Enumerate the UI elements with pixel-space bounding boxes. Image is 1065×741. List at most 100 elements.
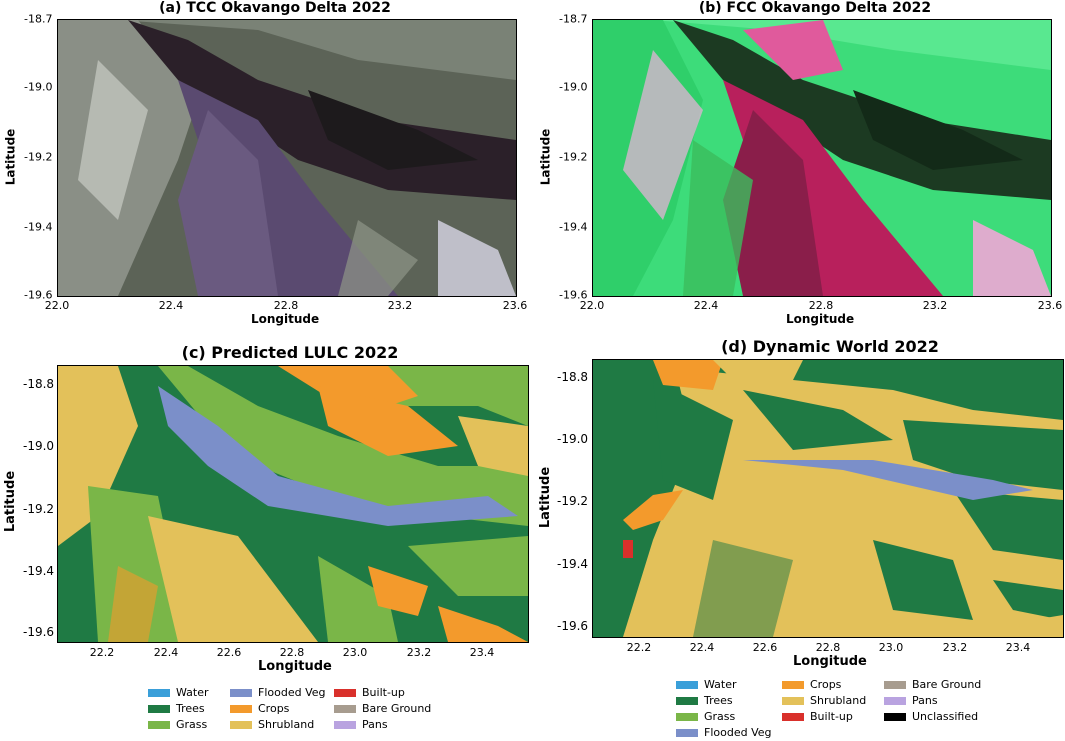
panel-d-xtick: 23.0 bbox=[878, 641, 904, 654]
panel-c-xtick: 22.4 bbox=[153, 646, 179, 659]
panel-b-ytick: -18.7 bbox=[559, 12, 588, 26]
panel-d-xlabel: Longitude bbox=[793, 654, 867, 669]
legend-label: Shrubland bbox=[810, 694, 867, 707]
panel-c-xtick: 23.4 bbox=[469, 646, 495, 659]
legend-swatch bbox=[334, 688, 356, 697]
panel-b-ytick: -19.2 bbox=[559, 150, 588, 164]
legend-swatch bbox=[782, 712, 804, 721]
legend-swatch bbox=[782, 680, 804, 689]
legend-item: Flooded Veg bbox=[230, 686, 326, 699]
panel-b-xtick: 23.6 bbox=[1037, 299, 1063, 312]
legend-item: Bare Ground bbox=[884, 678, 981, 691]
panel-d-ytick: -19.0 bbox=[557, 432, 589, 446]
panel-c-ylabel: Latitude bbox=[3, 470, 19, 533]
panel-a-xtick: 23.2 bbox=[387, 299, 413, 312]
legend-item: Crops bbox=[782, 678, 841, 691]
panel-a-ytick: -18.7 bbox=[24, 12, 53, 26]
panel-a-xtick: 22.8 bbox=[273, 299, 299, 312]
legend-item: Water bbox=[676, 678, 737, 691]
legend-item: Built-up bbox=[782, 710, 853, 723]
panel-d-xtick: 22.4 bbox=[689, 641, 715, 654]
legend-label: Crops bbox=[810, 678, 842, 691]
legend-label: Built-up bbox=[362, 686, 405, 699]
legend-label: Bare Ground bbox=[912, 678, 982, 691]
panel-a-xtick: 23.6 bbox=[502, 299, 528, 312]
panel-b-title: (b) FCC Okavango Delta 2022 bbox=[698, 0, 932, 16]
legend-swatch bbox=[230, 704, 252, 713]
legend-label: Built-up bbox=[810, 710, 853, 723]
panel-c-ytick: -19.0 bbox=[23, 439, 55, 453]
legend-label: Pans bbox=[912, 694, 938, 707]
panel-b-ytick: -19.4 bbox=[559, 220, 588, 234]
panel-b-ylabel: Latitude bbox=[538, 128, 553, 186]
legend-swatch bbox=[334, 704, 356, 713]
legend-swatch bbox=[884, 680, 906, 689]
panel-b-ytick: -19.0 bbox=[559, 80, 588, 94]
legend-item: Unclassified bbox=[884, 710, 978, 723]
panel-b-xtick: 22.4 bbox=[693, 299, 719, 312]
legend-item: Flooded Veg bbox=[676, 726, 772, 739]
panel-d-ylabel: Latitude bbox=[538, 466, 554, 529]
panel-a-title: (a) TCC Okavango Delta 2022 bbox=[159, 0, 391, 16]
panel-c-xtick: 22.8 bbox=[279, 646, 305, 659]
legend-swatch bbox=[148, 720, 170, 729]
panel-b-xtick: 23.2 bbox=[922, 299, 948, 312]
panel-d-xtick: 23.4 bbox=[1005, 641, 1031, 654]
legend-item: Built-up bbox=[334, 686, 405, 699]
legend-swatch bbox=[334, 720, 356, 729]
panel-a-ytick: -19.6 bbox=[24, 288, 53, 302]
legend-swatch bbox=[884, 696, 906, 705]
legend-c: Water Trees Grass Flooded Veg Crops Shru… bbox=[148, 686, 448, 736]
panel-c-xtick: 23.2 bbox=[406, 646, 432, 659]
panel-d-map bbox=[592, 359, 1064, 638]
legend-label: Grass bbox=[176, 718, 208, 731]
panel-b-xtick: 22.8 bbox=[808, 299, 834, 312]
legend-swatch bbox=[230, 688, 252, 697]
legend-swatch bbox=[676, 696, 698, 705]
panel-b-ytick: -19.6 bbox=[559, 288, 588, 302]
panel-c-ytick: -19.4 bbox=[23, 564, 55, 578]
panel-d-xtick: 22.6 bbox=[752, 641, 778, 654]
panel-a-map bbox=[57, 19, 517, 297]
panel-d-ytick: -18.8 bbox=[557, 370, 589, 384]
legend-swatch bbox=[676, 712, 698, 721]
legend-label: Unclassified bbox=[912, 710, 979, 723]
panel-c-xtick: 23.0 bbox=[342, 646, 368, 659]
legend-item: Shrubland bbox=[230, 718, 314, 731]
legend-item: Trees bbox=[148, 702, 205, 715]
legend-swatch bbox=[148, 704, 170, 713]
legend-item: Grass bbox=[148, 718, 207, 731]
legend-label: Trees bbox=[176, 702, 205, 715]
panel-c-title: (c) Predicted LULC 2022 bbox=[181, 343, 399, 362]
panel-c-ytick: -19.2 bbox=[23, 502, 55, 516]
panel-c-xtick: 22.6 bbox=[216, 646, 242, 659]
legend-item: Grass bbox=[676, 710, 735, 723]
panel-a-ytick: -19.2 bbox=[24, 150, 53, 164]
legend-item: Shrubland bbox=[782, 694, 866, 707]
legend-label: Shrubland bbox=[258, 718, 315, 731]
panel-d-ytick: -19.4 bbox=[557, 557, 589, 571]
panel-d-xtick: 22.2 bbox=[626, 641, 652, 654]
legend-swatch bbox=[884, 712, 906, 721]
legend-item: Trees bbox=[676, 694, 733, 707]
panel-a-ylabel: Latitude bbox=[3, 128, 18, 186]
legend-swatch bbox=[148, 688, 170, 697]
legend-item: Bare Ground bbox=[334, 702, 431, 715]
panel-c-map bbox=[57, 365, 529, 643]
legend-label: Pans bbox=[362, 718, 388, 731]
panel-a-xlabel: Longitude bbox=[251, 312, 320, 326]
panel-b-map bbox=[592, 19, 1052, 297]
legend-label: Water bbox=[704, 678, 737, 691]
legend-label: Flooded Veg bbox=[704, 726, 772, 739]
legend-label: Trees bbox=[704, 694, 733, 707]
legend-item: Pans bbox=[884, 694, 938, 707]
legend-item: Water bbox=[148, 686, 209, 699]
panel-b-xtick: 22.0 bbox=[579, 299, 605, 312]
panel-a-xtick: 22.4 bbox=[158, 299, 184, 312]
panel-d-xtick: 22.8 bbox=[815, 641, 841, 654]
legend-swatch bbox=[782, 696, 804, 705]
panel-a-xtick: 22.0 bbox=[44, 299, 70, 312]
panel-d-xtick: 23.2 bbox=[942, 641, 968, 654]
legend-label: Grass bbox=[704, 710, 736, 723]
legend-swatch bbox=[676, 680, 698, 689]
